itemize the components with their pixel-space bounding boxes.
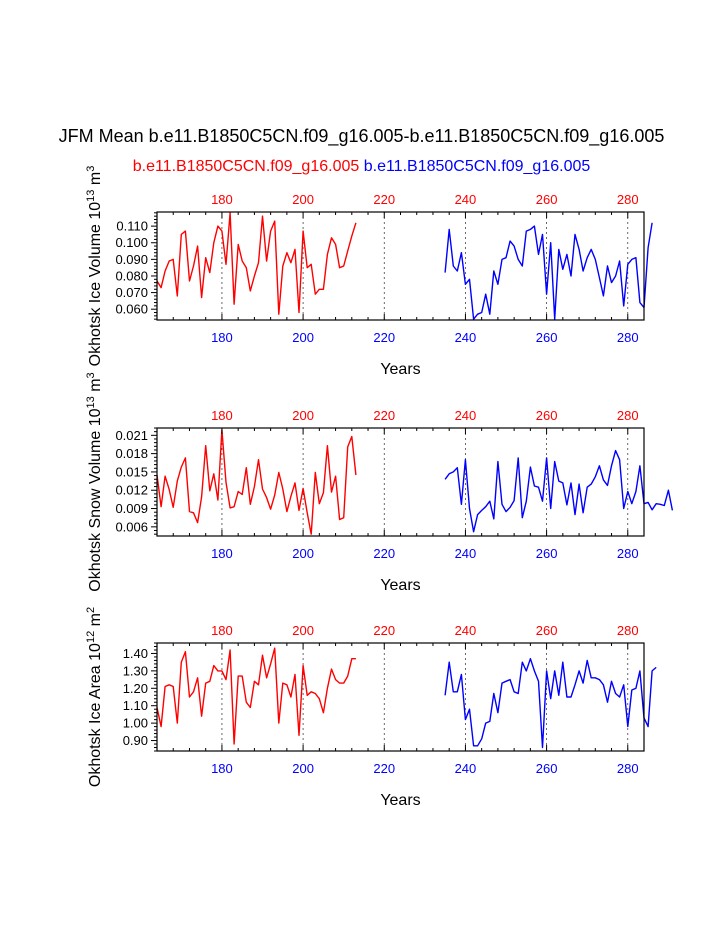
y-tick-label: 0.018	[115, 446, 148, 461]
x-axis-title: Years	[380, 361, 420, 378]
top-x-tick-label: 220	[373, 192, 395, 207]
bottom-x-tick-label: 180	[211, 330, 233, 345]
top-x-tick-label: 180	[211, 192, 233, 207]
top-x-tick-label: 220	[373, 408, 395, 423]
top-x-tick-label: 240	[455, 408, 477, 423]
bottom-x-tick-label: 280	[617, 546, 639, 561]
bottom-x-tick-label: 260	[536, 330, 558, 345]
case-a-label: b.e11.B1850C5CN.f09_g16.005	[132, 158, 360, 175]
bottom-x-tick-label: 200	[292, 761, 314, 776]
y-tick-label: 0.100	[115, 235, 148, 250]
y-tick-label: 0.015	[115, 464, 148, 479]
plot-frame	[156, 427, 645, 537]
x-axis-title: Years	[380, 792, 420, 809]
bottom-x-tick-label: 260	[536, 761, 558, 776]
case-labels: b.e11.B1850C5CN.f09_g16.005 b.e11.B1850C…	[0, 158, 723, 176]
bottom-x-tick-label: 280	[617, 761, 639, 776]
y-tick-label: 0.110	[116, 219, 148, 234]
y-tick-label: 1.30	[123, 663, 148, 678]
top-x-tick-label: 280	[617, 192, 639, 207]
y-tick-label: 0.060	[115, 302, 148, 317]
y-tick-label: 0.080	[115, 268, 148, 283]
bottom-x-tick-label: 220	[373, 330, 395, 345]
figure-title: JFM Mean b.e11.B1850C5CN.f09_g16.005-b.e…	[58, 126, 665, 146]
snow-volume-panel: 0.006 0.009 0.012 0.015 0.018 0.021 180 180 200 2…	[85, 372, 674, 594]
bottom-x-tick-label: 220	[373, 761, 395, 776]
case-b-line	[444, 658, 657, 749]
y-tick-label: 1.00	[123, 716, 148, 731]
y-tick-label: 0.090	[115, 252, 148, 267]
y-tick-label: 0.006	[115, 519, 148, 534]
top-x-tick-label: 200	[292, 192, 314, 207]
bottom-x-tick-label: 180	[211, 546, 233, 561]
y-tick-label: 0.012	[115, 483, 148, 498]
y-tick-label: 0.90	[123, 733, 148, 748]
bottom-x-tick-label: 240	[455, 330, 477, 345]
y-tick-label: 0.070	[115, 285, 148, 300]
top-x-tick-label: 180	[211, 408, 233, 423]
top-x-tick-label: 260	[536, 192, 558, 207]
ice-area-panel: 0.90 1.00 1.10 1.20 1.30 1.40 180 180 200 200 220 2…	[85, 607, 657, 809]
bottom-x-tick-label: 200	[292, 546, 314, 561]
top-x-tick-label: 240	[455, 192, 477, 207]
y-tick-label: 0.021	[115, 428, 148, 443]
case-a-line	[156, 212, 357, 315]
case-b-label: b.e11.B1850C5CN.f09_g16.005	[363, 158, 591, 175]
y-tick-label: 1.40	[123, 646, 148, 661]
top-x-tick-label: 220	[373, 623, 395, 638]
y-axis-title: Okhotsk Ice Volume 1013 m3	[85, 166, 104, 367]
bottom-x-tick-label: 180	[211, 761, 233, 776]
y-tick-label: 1.20	[123, 681, 148, 696]
top-x-tick-label: 200	[292, 623, 314, 638]
case-a-line	[156, 647, 356, 745]
top-x-tick-label: 260	[536, 623, 558, 638]
bottom-x-tick-label: 260	[536, 546, 558, 561]
top-x-tick-label: 200	[292, 408, 314, 423]
plot-frame	[156, 211, 645, 321]
top-x-tick-label: 280	[617, 623, 639, 638]
bottom-x-tick-label: 220	[373, 546, 395, 561]
top-x-tick-label: 260	[536, 408, 558, 423]
case-b-line	[444, 449, 674, 533]
x-axis-title: Years	[380, 577, 420, 594]
bottom-x-tick-label: 240	[455, 546, 477, 561]
top-x-tick-label: 180	[211, 623, 233, 638]
bottom-x-tick-label: 200	[292, 330, 314, 345]
y-tick-label: 0.009	[115, 501, 148, 516]
case-a-line	[156, 429, 357, 535]
bottom-x-tick-label: 240	[455, 761, 477, 776]
top-x-tick-label: 240	[455, 623, 477, 638]
bottom-x-tick-label: 280	[617, 330, 639, 345]
top-x-tick-label: 280	[617, 408, 639, 423]
y-axis-title: Okhotsk Ice Area 1012 m2	[85, 607, 104, 787]
y-tick-label: 1.10	[123, 698, 148, 713]
case-b-line	[444, 222, 653, 320]
y-axis-title: Okhotsk Snow Volume 1013 m3	[85, 372, 104, 591]
